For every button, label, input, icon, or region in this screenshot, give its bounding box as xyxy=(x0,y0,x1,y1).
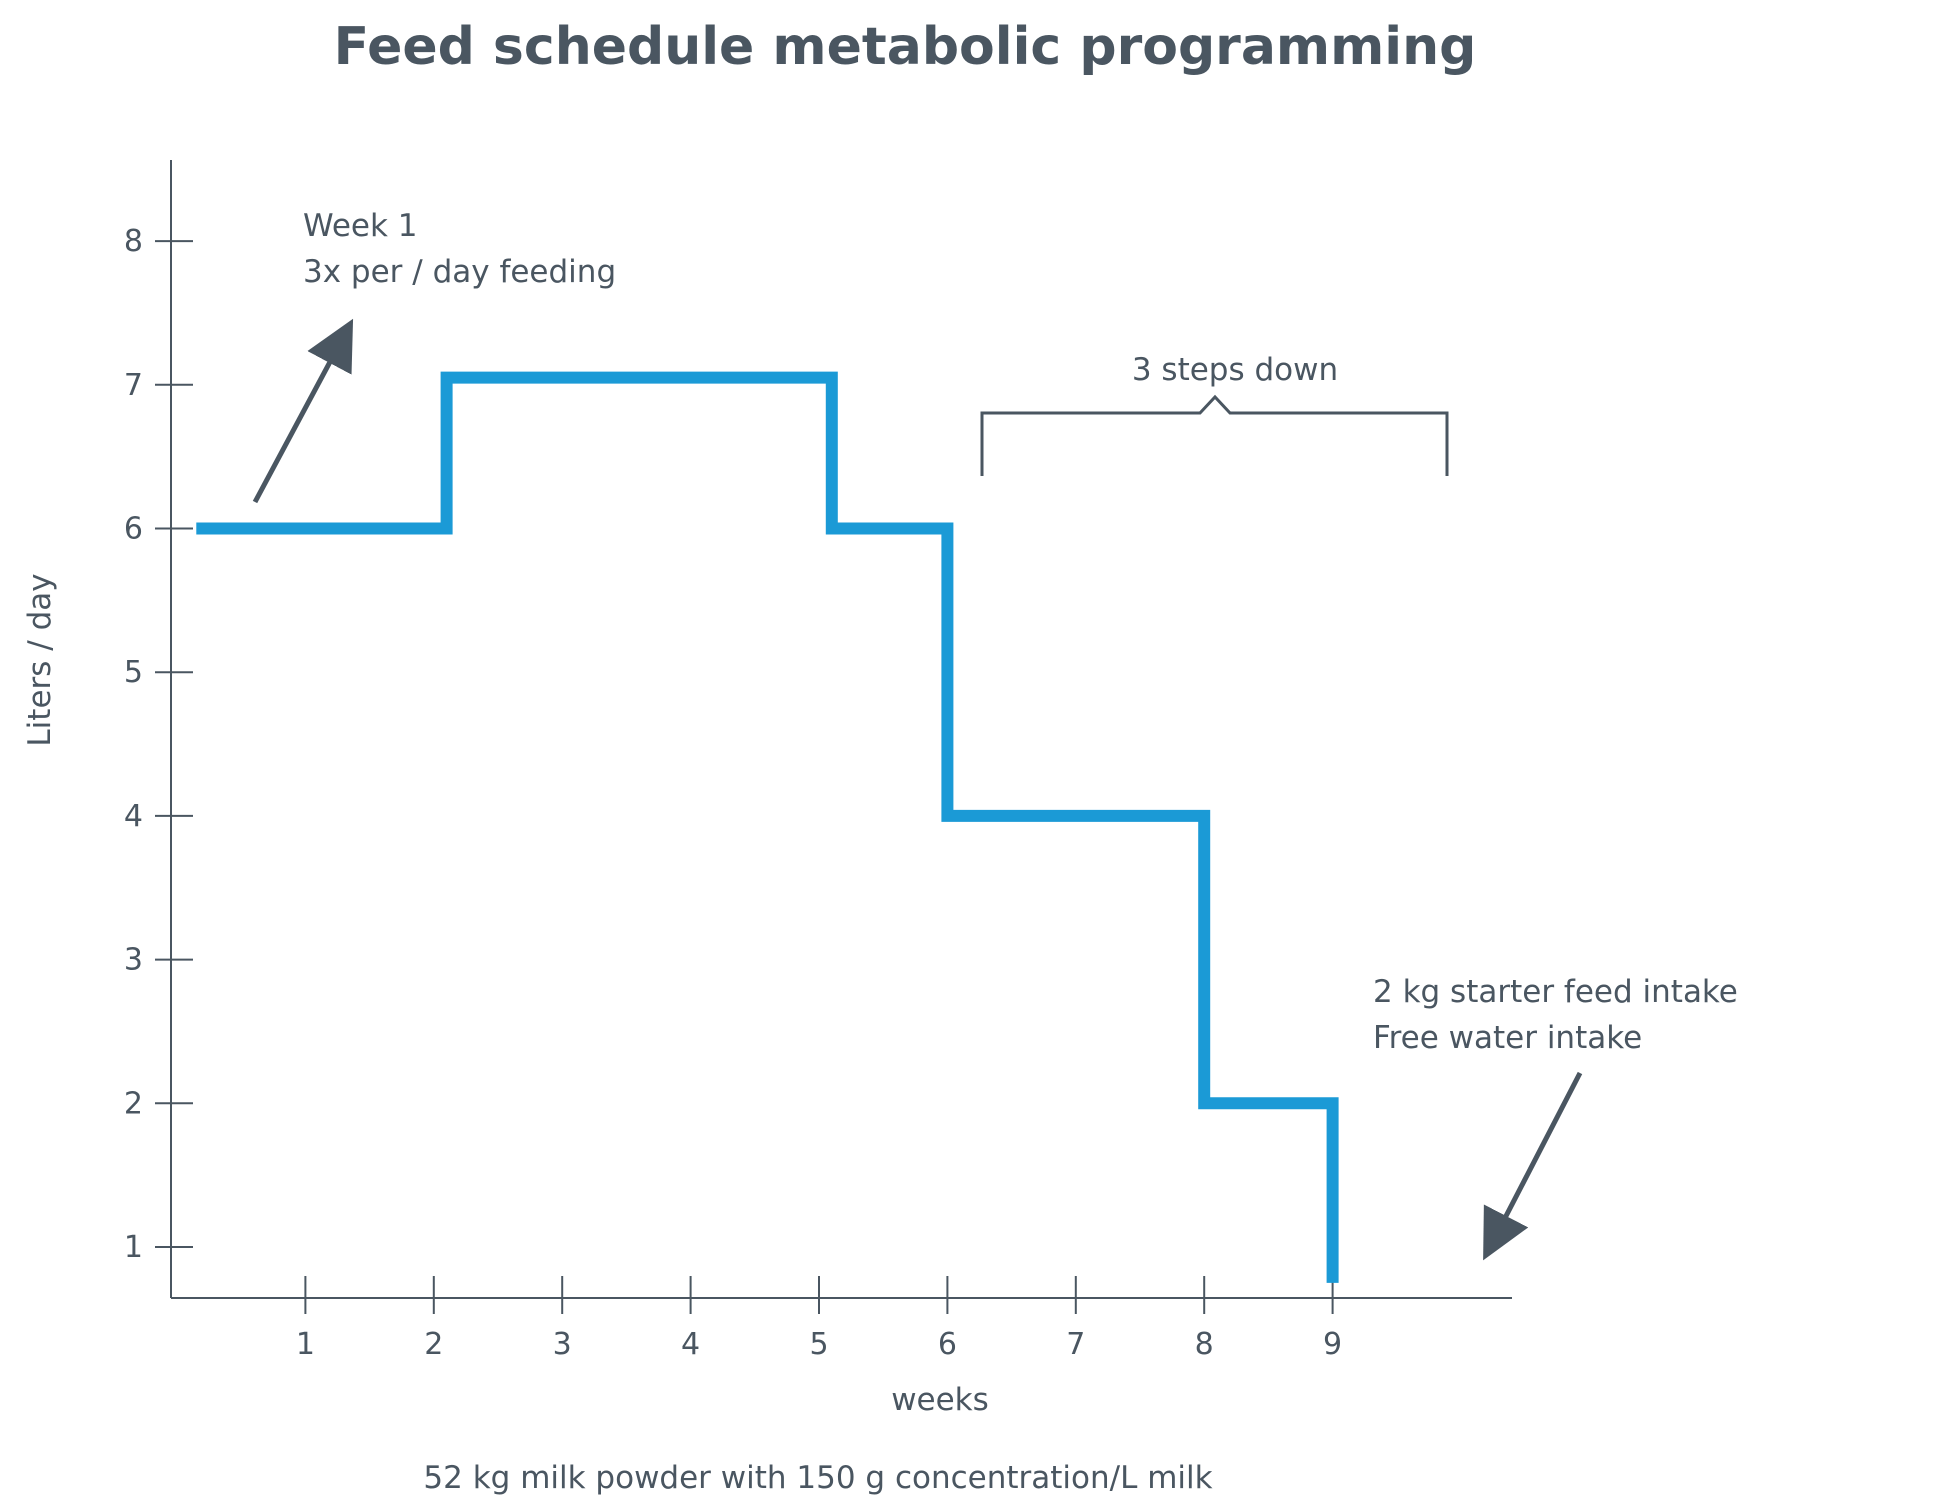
y-tick-label: 6 xyxy=(124,512,143,547)
series-group xyxy=(196,371,1339,1283)
y-axis-label: Liters / day xyxy=(22,573,58,746)
x-tick-label: 4 xyxy=(681,1327,700,1362)
annotation-end-arrow xyxy=(1483,1071,1583,1261)
x-tick-label: 3 xyxy=(553,1327,572,1362)
y-tick-label: 8 xyxy=(124,224,143,259)
x-tick-label: 5 xyxy=(809,1327,828,1362)
x-tick-label: 9 xyxy=(1323,1327,1342,1362)
y-tick-label: 4 xyxy=(124,799,143,834)
y-tick-label: 2 xyxy=(124,1086,143,1121)
annotation-week1-line1: Week 1 xyxy=(303,208,418,244)
annotation-week1-arrow xyxy=(252,318,354,504)
annotation-steps-label: 3 steps down xyxy=(1132,352,1338,388)
x-tick-label: 1 xyxy=(296,1327,315,1362)
chart-title: Feed schedule metabolic programming xyxy=(334,17,1477,77)
x-axis-ticks: 1 2 3 4 5 6 7 8 9 xyxy=(296,1276,1342,1362)
annotation-end-line1: 2 kg starter feed intake xyxy=(1373,974,1738,1010)
x-tick-label: 7 xyxy=(1066,1327,1085,1362)
annotation-steps-brace xyxy=(980,394,1449,476)
footnote: 52 kg milk powder with 150 g concentrati… xyxy=(423,1460,1212,1496)
x-axis-label: weeks xyxy=(891,1382,989,1418)
x-tick-label: 6 xyxy=(938,1327,957,1362)
annotation-end-line2: Free water intake xyxy=(1373,1020,1642,1056)
x-tick-label: 2 xyxy=(424,1327,443,1362)
y-tick-label: 5 xyxy=(124,655,143,690)
annotation-week1-line2: 3x per / day feeding xyxy=(303,254,616,290)
y-tick-label: 3 xyxy=(124,943,143,978)
x-tick-label: 8 xyxy=(1195,1327,1214,1362)
series-line-0 xyxy=(196,371,1339,1283)
y-tick-label: 7 xyxy=(124,368,143,403)
y-axis-ticks: 1 2 3 4 5 6 7 8 xyxy=(124,224,193,1265)
y-tick-label: 1 xyxy=(124,1230,143,1265)
